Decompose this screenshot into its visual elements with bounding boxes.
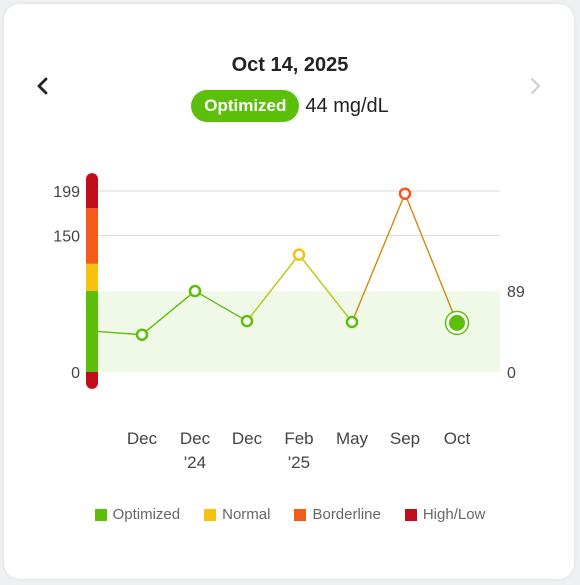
range-scale-segment [86, 208, 98, 264]
previous-result-button[interactable] [28, 71, 58, 101]
data-point [398, 187, 412, 200]
legend-label: High/Low [422, 506, 486, 523]
y-axis-tick-label: 150 [53, 229, 80, 246]
x-axis-tick-label: Sep [390, 429, 420, 448]
data-point [135, 328, 149, 341]
x-axis-tick-label: Feb [284, 429, 313, 448]
x-axis-tick-label: Dec [232, 429, 263, 448]
legend-item-normal: Normal [204, 506, 270, 523]
x-axis-tick-label-line2: '24 [184, 453, 206, 472]
x-axis-tick-label-line2: '25 [288, 453, 310, 472]
data-point [345, 315, 359, 329]
x-axis-tick-label: Dec [180, 429, 211, 448]
data-point [292, 248, 306, 261]
chevron-left-icon [37, 77, 48, 95]
data-point [188, 284, 202, 298]
y-axis-tick-label: 199 [53, 184, 80, 201]
result-date: Oct 14, 2025 [231, 54, 349, 76]
legend-item-optimized: Optimized [94, 506, 181, 523]
chevron-right-icon [530, 77, 541, 95]
reading-summary: Optimized 44 mg/dL [0, 90, 580, 122]
range-scale-segment [86, 179, 98, 209]
legend-swatch [94, 508, 107, 521]
legend-item-high-low: High/Low [404, 506, 486, 523]
range-scale-cap [86, 173, 98, 186]
next-result-button[interactable] [520, 71, 550, 101]
x-axis-tick-label: Oct [444, 429, 471, 448]
right-axis-tick-label: 89 [507, 284, 525, 301]
series-line-segment [141, 290, 196, 336]
legend-item-borderline: Borderline [294, 506, 381, 523]
range-scale-segment [86, 263, 98, 292]
optimized-range-band [92, 291, 500, 372]
legend-swatch [204, 508, 217, 521]
series-line-segment [298, 254, 353, 323]
y-axis-tick-label: 0 [71, 365, 80, 382]
trend-chart: 199 150 0 89 0 Dec Dec '24 Dec Feb '25 May Sep Oct [53, 173, 525, 472]
result-value: 44 mg/dL [305, 94, 389, 117]
data-point [240, 314, 254, 328]
legend-swatch [404, 508, 417, 521]
series-line-segment [404, 193, 458, 324]
range-scale-cap [86, 376, 98, 389]
legend-label: Normal [222, 506, 271, 523]
series-line-segment [351, 193, 406, 323]
x-axis-tick-label: Dec [127, 429, 158, 448]
series-line-segment [91, 330, 143, 336]
selected-data-point [449, 314, 465, 331]
legend-label: Optimized [112, 506, 181, 523]
legend-swatch [294, 508, 307, 521]
legend-label: Borderline [312, 506, 381, 523]
series-line-segment [194, 290, 248, 322]
right-axis-tick-label: 0 [507, 365, 516, 382]
series-line-segment [246, 254, 300, 322]
status-badge: Optimized [191, 90, 300, 122]
x-axis-tick-label: May [336, 429, 369, 448]
chart-legend: Optimized Normal Borderline High/Low [0, 506, 580, 523]
